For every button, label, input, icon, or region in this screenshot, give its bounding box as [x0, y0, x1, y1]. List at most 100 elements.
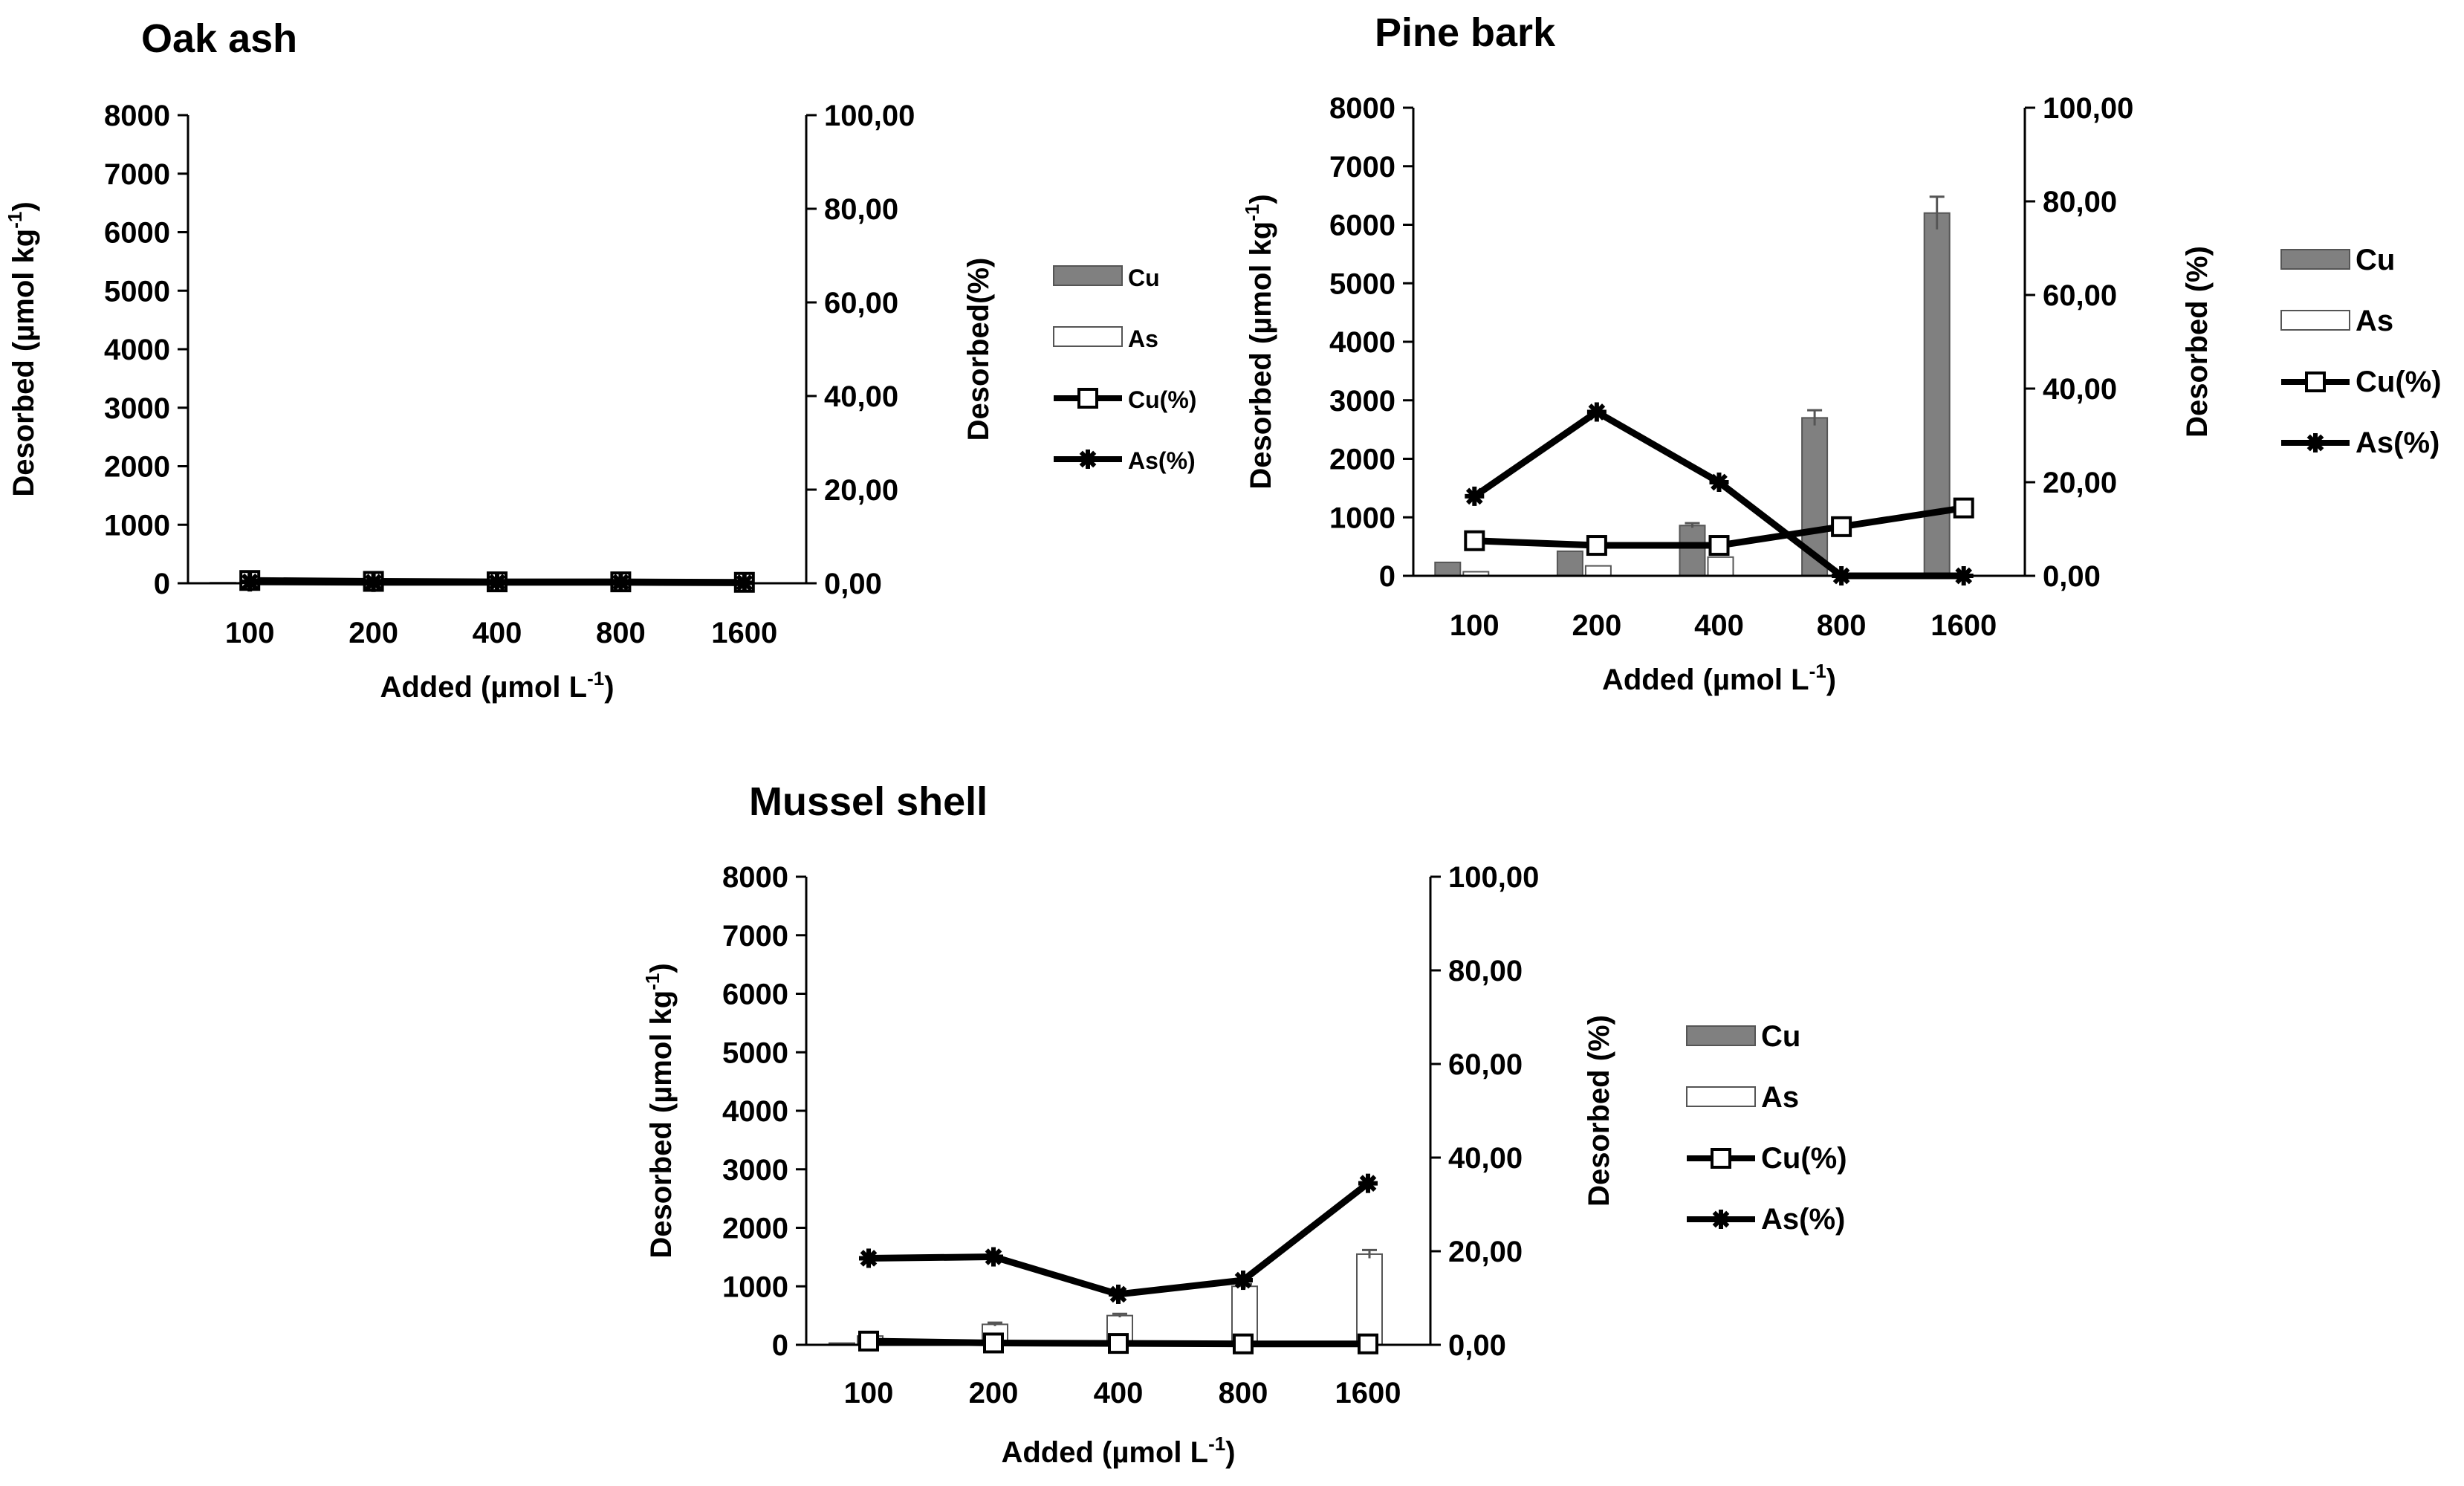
marker-as-pct-400: [487, 572, 507, 592]
x-axis-label: Added (µmol L-1): [1001, 1433, 1235, 1469]
chart-panel-pine-bark: Pine bark 0 1000 2000 3000 4000 5000 6000 7000 80…: [1241, 10, 2442, 696]
y2-axis-label: Desorbed(%): [962, 258, 995, 441]
marker-as-pct-800: [611, 572, 631, 592]
x-axis-label-superscript: -1: [587, 667, 604, 690]
x-tick-label: 200: [1572, 609, 1622, 642]
x-tick-label: 800: [1817, 609, 1867, 642]
y-tick-label: 4000: [1329, 326, 1395, 359]
error-bar-as-200: [988, 1321, 1002, 1326]
line-as-pct: [868, 1181, 1370, 1298]
legend-swatch-as: [2280, 310, 2350, 331]
marker-cu-pct-200: [983, 1332, 1004, 1354]
bar-as-200: [1584, 565, 1612, 577]
marker-as-pct-1600: [1358, 1173, 1378, 1193]
x-axis-label-main: Added (µmol L: [380, 671, 587, 704]
y-tick-label: 1000: [104, 509, 170, 542]
y-tick-label: 1000: [722, 1271, 788, 1303]
marker-as-pct-800: [1832, 566, 1852, 585]
bar-as-1600: [1356, 1253, 1383, 1346]
bar-as-400: [1707, 556, 1734, 577]
marker-cu-pct-200: [1586, 535, 1607, 557]
marker-cu-pct-400: [1708, 535, 1730, 557]
y2-tick-label: 20,00: [2043, 467, 2117, 499]
x-tick-label: 800: [596, 617, 646, 649]
y-tick-label: 5000: [722, 1036, 788, 1069]
legend-label: Cu: [1761, 1020, 1800, 1053]
marker-cu-pct-1600: [1953, 497, 1974, 519]
legend-swatch-as: [1053, 326, 1123, 347]
x-axis-label-end: ): [1826, 663, 1836, 696]
marker-cu-pct-1600: [1358, 1333, 1378, 1354]
x-tick-label: 1600: [711, 617, 777, 649]
x-tick-label: 1600: [1930, 609, 1997, 642]
y-axis-label: Desorbed (µmol kg-1): [4, 201, 40, 496]
x-tick-label: 200: [969, 1377, 1019, 1409]
y-tick-label: 7000: [1329, 151, 1395, 184]
bar-cu-100: [1434, 561, 1462, 577]
y-axis-label-end: ): [645, 963, 678, 973]
legend-swatch-cu: [1686, 1025, 1756, 1046]
marker-as-pct-400: [1709, 473, 1729, 492]
y-axis-label: Desorbed (µmol kg-1): [641, 963, 678, 1258]
x-tick-label: 400: [1094, 1377, 1144, 1409]
chart-title: Mussel shell: [749, 779, 988, 824]
marker-cu-pct-800: [1831, 516, 1852, 537]
y-tick-label: 8000: [104, 100, 170, 132]
y2-tick-label: 60,00: [1448, 1048, 1523, 1081]
y-axis-label-end: ): [7, 201, 40, 211]
x-axis-label-superscript: -1: [1809, 660, 1826, 682]
x-tick-label: 400: [473, 617, 522, 649]
x-axis-label-end: ): [1225, 1436, 1235, 1469]
y2-axis-label: Desorbed (%): [1583, 1015, 1615, 1207]
y-tick-label: 2000: [104, 451, 170, 484]
legend-marker-star: [2306, 433, 2325, 452]
chart-panel-oak-ash: Oak ash010002000300040005000600070008000…: [4, 16, 1196, 704]
y-tick-label: 6000: [722, 979, 788, 1011]
chart-title: Pine bark: [1375, 10, 1556, 55]
marker-as-pct-1600: [734, 573, 754, 593]
y2-tick-label: 60,00: [2043, 279, 2117, 312]
y-axis-label-main: Desorbed (µmol kg: [645, 990, 678, 1259]
legend-label: As(%): [1761, 1203, 1845, 1236]
x-tick-label: 800: [1219, 1377, 1268, 1409]
x-tick-label: 100: [1450, 609, 1500, 642]
error-bar-as-1600: [1362, 1248, 1377, 1259]
x-tick-label: 100: [844, 1377, 894, 1409]
marker-as-pct-200: [984, 1247, 1003, 1267]
legend-label: As(%): [1128, 447, 1196, 474]
legend-marker-square: [1711, 1148, 1731, 1169]
marker-as-pct-100: [859, 1248, 878, 1268]
legend-label: Cu(%): [2356, 366, 2442, 398]
y-tick-label: 0: [154, 568, 170, 600]
legend: Cu As Cu(%) As(%): [1686, 1020, 1847, 1236]
legend-marker-square: [1077, 388, 1098, 409]
x-tick-label: 100: [225, 617, 275, 649]
x-axis-label: Added (µmol L-1): [380, 667, 614, 704]
y2-axis-label: Desorbed (%): [2181, 246, 2214, 438]
y-tick-label: 5000: [104, 275, 170, 308]
legend-swatch-as: [1686, 1086, 1756, 1107]
legend: Cu As Cu(%) As(%): [2280, 244, 2442, 459]
y2-tick-label: 0,00: [1448, 1329, 1506, 1362]
y-tick-label: 4000: [722, 1095, 788, 1128]
marker-as-pct-1600: [1954, 566, 1974, 585]
y-tick-label: 2000: [722, 1213, 788, 1245]
legend-swatch-cu: [2280, 249, 2350, 270]
legend-label: As: [1761, 1081, 1799, 1114]
y-tick-label: 2000: [1329, 444, 1395, 476]
legend-label: Cu(%): [1761, 1142, 1847, 1175]
error-bar-cu-800: [1807, 409, 1823, 426]
marker-as-pct-200: [1586, 402, 1607, 422]
y-axis-label-main: Desorbed (µmol kg: [7, 229, 40, 497]
legend-marker-star: [1078, 450, 1098, 469]
y-tick-label: 3000: [104, 392, 170, 425]
y-tick-label: 5000: [1329, 267, 1395, 300]
bar-cu-400: [1679, 525, 1706, 577]
legend-label: Cu(%): [1128, 386, 1196, 413]
y-axis-label-superscript: -1: [641, 973, 664, 990]
marker-cu-pct-100: [1464, 530, 1485, 551]
y2-tick-label: 80,00: [824, 193, 898, 226]
y2-tick-label: 40,00: [2043, 373, 2117, 406]
y-axis-label-end: ): [1245, 194, 1277, 204]
